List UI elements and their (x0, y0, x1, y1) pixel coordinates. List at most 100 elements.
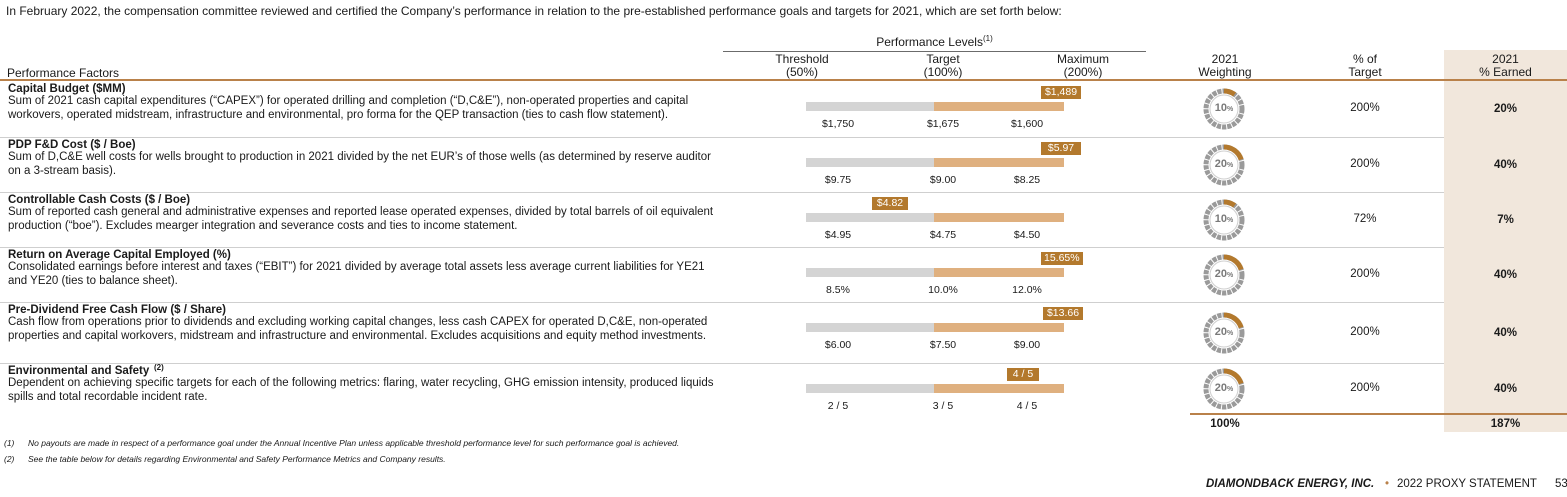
factor-description: Sum of 2021 cash capital expenditures (“… (8, 95, 689, 121)
actual-result-marker: $5.97 (1041, 142, 1081, 155)
earned-cell-background (1444, 137, 1567, 192)
weighting-unit: % (1227, 106, 1234, 113)
row-divider (0, 192, 1567, 193)
weighting-unit: % (1227, 386, 1234, 393)
footnote-ref: (1) (982, 34, 993, 43)
weighting-label: 20% (1202, 268, 1246, 280)
weighting-label: 10% (1202, 213, 1246, 225)
donut-weight-arc (1203, 254, 1245, 295)
threshold-to-target-bar (806, 158, 934, 167)
maximum-value: $9.00 (1013, 339, 1041, 351)
factor-title: Controllable Cash Costs ($ / Boe) (8, 194, 191, 206)
row-divider (0, 137, 1567, 138)
pct-of-target: 200% (1350, 382, 1380, 394)
threshold-value: $1,750 (821, 118, 855, 130)
target-value: $1,675 (926, 118, 960, 130)
weighting-label: 20% (1202, 326, 1246, 338)
weighting-value: 20 (1214, 382, 1227, 394)
donut-center (1209, 94, 1239, 124)
pct-target-column-header: % of Target (1330, 53, 1400, 79)
pct-of-target: 200% (1350, 267, 1380, 280)
factor-title: Pre-Dividend Free Cash Flow ($ / Share) (8, 304, 226, 316)
maximum-value: 12.0% (1012, 284, 1042, 296)
weighting-value: 20 (1214, 157, 1227, 170)
total-earned: 187% (1490, 418, 1521, 430)
weighting-donut-chart (1203, 144, 1245, 185)
factor-description: Dependent on achieving specific targets … (8, 377, 714, 403)
weighting-donut-chart (1203, 254, 1245, 295)
pct-target-line1: % of (1352, 52, 1377, 66)
threshold-to-target-bar (806, 323, 934, 332)
weighting-value: 20 (1214, 325, 1227, 338)
target-pct: (100%) (923, 65, 963, 79)
weighting-donut-chart (1203, 88, 1245, 130)
factor-title: Return on Average Capital Employed (%) (8, 249, 231, 261)
performance-levels-label: Performance Levels (876, 35, 983, 49)
maximum-column-header: Maximum (200%) (1048, 53, 1118, 79)
target-to-maximum-bar (934, 102, 1064, 111)
weighting-value: 20 (1214, 267, 1227, 280)
factor-description: Sum of reported cash general and adminis… (8, 206, 714, 232)
page-number: 53 (1555, 478, 1567, 490)
actual-result-marker: $1,489 (1041, 86, 1081, 99)
earned-column-header: 2021% Earned (1444, 53, 1567, 79)
threshold-value: 8.5% (826, 284, 850, 296)
target-value: $4.75 (929, 229, 957, 241)
weighting-unit: % (1227, 329, 1234, 337)
factor-description: Sum of D,C&E well costs for wells brough… (8, 151, 711, 177)
pct-earned: 40% (1493, 158, 1518, 171)
target-value: $9.00 (929, 174, 957, 186)
pct-earned: 20% (1493, 103, 1518, 115)
donut-center (1209, 318, 1239, 347)
weighting-year: 2021 (1211, 52, 1239, 66)
weighting-donut: 20% (1202, 143, 1246, 187)
weighting-value: 10 (1214, 102, 1227, 114)
row-divider (0, 302, 1567, 303)
actual-result-marker: 15.65% (1041, 252, 1083, 265)
header-earned-background (1444, 50, 1567, 80)
earned-cell-background (1444, 192, 1567, 247)
threshold-value: $6.00 (824, 339, 852, 351)
actual-result-marker: $4.82 (872, 197, 908, 210)
weighting-donut: 10% (1202, 87, 1246, 131)
weighting-label: Weighting (1198, 65, 1252, 79)
footnote-ref: (2) (154, 363, 164, 372)
actual-result-marker: $13.66 (1043, 307, 1083, 320)
footer-bullet: • (1385, 478, 1390, 490)
threshold-value: $4.95 (824, 229, 852, 241)
maximum-value: $4.50 (1013, 229, 1041, 241)
weighting-donut-chart (1203, 368, 1245, 410)
footnote-text: No payouts are made in respect of a perf… (28, 438, 680, 448)
pct-earned: 40% (1493, 326, 1518, 339)
total-weighting: 100% (1210, 418, 1240, 430)
weighting-label: 10% (1202, 102, 1246, 114)
factor-title: Environmental and Safety (8, 365, 150, 377)
weighting-unit: % (1227, 216, 1234, 224)
target-to-maximum-bar (934, 158, 1064, 167)
footer-document: 2022 PROXY STATEMENT (1397, 478, 1537, 490)
donut-center (1209, 150, 1239, 179)
donut-weight-arc (1203, 88, 1245, 130)
pct-earned: 40% (1493, 268, 1518, 281)
target-to-maximum-bar (934, 213, 1064, 222)
earned-cell-background (1444, 247, 1567, 302)
weighting-label: 20% (1202, 382, 1246, 394)
maximum-label: Maximum (1056, 52, 1109, 66)
weighting-unit: % (1227, 271, 1234, 279)
target-value: $7.50 (929, 339, 957, 351)
weighting-donut: 10% (1202, 198, 1246, 242)
footer-company: DIAMONDBACK ENERGY, INC. (1206, 478, 1375, 490)
pct-earned: 7% (1497, 213, 1514, 226)
footnote-number: (2) (4, 454, 15, 464)
donut-weight-arc (1203, 144, 1245, 185)
maximum-value: $8.25 (1013, 174, 1041, 186)
threshold-pct: (50%) (785, 65, 818, 79)
weighting-label: 20% (1202, 158, 1246, 170)
donut-center (1209, 205, 1239, 234)
threshold-to-target-bar (806, 213, 934, 222)
actual-result-marker: 4 / 5 (1007, 368, 1039, 381)
maximum-value: $1,600 (1010, 118, 1044, 130)
target-column-header: Target (100%) (908, 53, 978, 79)
earned-cell-background (1444, 81, 1567, 137)
maximum-value: 4 / 5 (1016, 400, 1038, 412)
